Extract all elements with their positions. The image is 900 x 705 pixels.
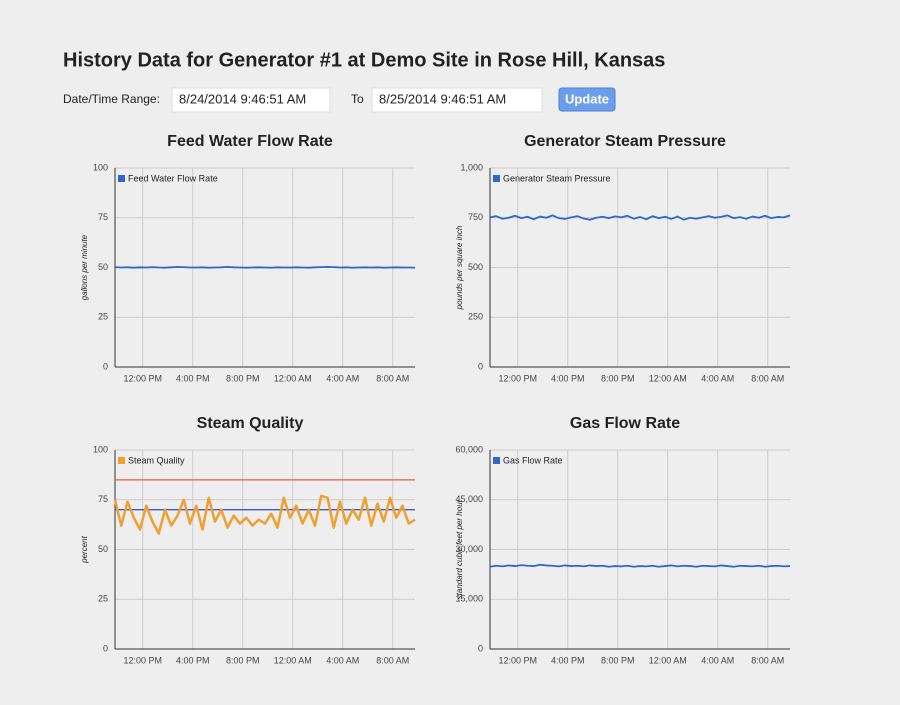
series-line	[113, 494, 416, 535]
x-tick-label: 4:00 PM	[551, 655, 585, 665]
to-input[interactable]	[371, 87, 543, 113]
legend-swatch	[118, 175, 125, 182]
y-tick-label: 45,000	[455, 494, 483, 504]
y-tick-label: 15,000	[455, 594, 483, 604]
page-title: History Data for Generator #1 at Demo Si…	[63, 49, 665, 71]
y-tick-label: 50	[98, 544, 108, 554]
y-tick-label: 100	[93, 444, 108, 454]
y-axis-label: standard cubic feet per hour	[455, 499, 464, 599]
x-tick-label: 12:00 PM	[123, 655, 162, 665]
x-tick-label: 12:00 AM	[274, 655, 312, 665]
legend-label: Steam Quality	[128, 455, 185, 465]
x-tick-label: 4:00 AM	[701, 373, 734, 383]
x-tick-label: 4:00 AM	[326, 655, 359, 665]
y-tick-label: 0	[103, 643, 108, 653]
series-line	[489, 214, 791, 221]
y-tick-label: 25	[98, 594, 108, 604]
update-button[interactable]	[558, 87, 616, 112]
x-tick-label: 12:00 PM	[123, 373, 162, 383]
legend-swatch	[118, 457, 125, 464]
chart-title: Steam Quality	[197, 415, 304, 432]
y-tick-label: 1,000	[460, 162, 483, 172]
x-tick-label: 12:00 AM	[274, 373, 312, 383]
y-tick-label: 50	[98, 262, 108, 272]
y-axis-label: pounds per square inch	[455, 225, 464, 310]
x-tick-label: 8:00 PM	[601, 655, 635, 665]
legend-label: Generator Steam Pressure	[503, 173, 611, 183]
chart-title: Generator Steam Pressure	[524, 133, 726, 150]
x-tick-label: 4:00 AM	[326, 373, 359, 383]
legend-swatch	[493, 175, 500, 182]
x-tick-label: 4:00 PM	[551, 373, 585, 383]
from-value: 8/24/2014 9:46:51 AM	[179, 91, 306, 106]
y-tick-label: 0	[478, 643, 483, 653]
x-tick-label: 4:00 PM	[176, 655, 210, 665]
y-tick-label: 250	[468, 312, 483, 322]
y-tick-label: 75	[98, 212, 108, 222]
x-tick-label: 8:00 PM	[601, 373, 635, 383]
y-tick-label: 25	[98, 312, 108, 322]
y-tick-label: 30,000	[455, 544, 483, 554]
x-tick-label: 8:00 AM	[376, 373, 409, 383]
to-value: 8/25/2014 9:46:51 AM	[379, 91, 506, 106]
chart-title: Gas Flow Rate	[570, 415, 680, 432]
x-tick-label: 12:00 AM	[649, 655, 687, 665]
y-tick-label: 60,000	[455, 444, 483, 454]
legend-label: Gas Flow Rate	[503, 455, 563, 465]
y-tick-label: 0	[478, 361, 483, 371]
y-tick-label: 100	[93, 162, 108, 172]
x-tick-label: 8:00 PM	[226, 373, 260, 383]
y-axis-label: gallons per minute	[80, 234, 89, 300]
series-line	[114, 266, 416, 269]
to-label: To	[351, 92, 364, 106]
x-tick-label: 4:00 AM	[701, 655, 734, 665]
y-tick-label: 0	[103, 361, 108, 371]
legend-label: Feed Water Flow Rate	[128, 173, 218, 183]
y-axis-label: percent	[80, 535, 89, 563]
x-tick-label: 4:00 PM	[176, 373, 210, 383]
x-tick-label: 12:00 AM	[649, 373, 687, 383]
x-tick-label: 8:00 AM	[376, 655, 409, 665]
x-tick-label: 8:00 AM	[751, 373, 784, 383]
x-tick-label: 8:00 PM	[226, 655, 260, 665]
y-tick-label: 750	[468, 212, 483, 222]
chart-title: Feed Water Flow Rate	[167, 133, 333, 150]
update-button-label[interactable]: Update	[565, 91, 609, 106]
y-tick-label: 500	[468, 262, 483, 272]
x-tick-label: 12:00 PM	[498, 655, 537, 665]
legend-swatch	[493, 457, 500, 464]
from-input[interactable]	[171, 87, 331, 113]
x-tick-label: 8:00 AM	[751, 655, 784, 665]
x-tick-label: 12:00 PM	[498, 373, 537, 383]
y-tick-label: 75	[98, 494, 108, 504]
series-line	[489, 563, 791, 568]
range-label: Date/Time Range:	[63, 92, 160, 106]
